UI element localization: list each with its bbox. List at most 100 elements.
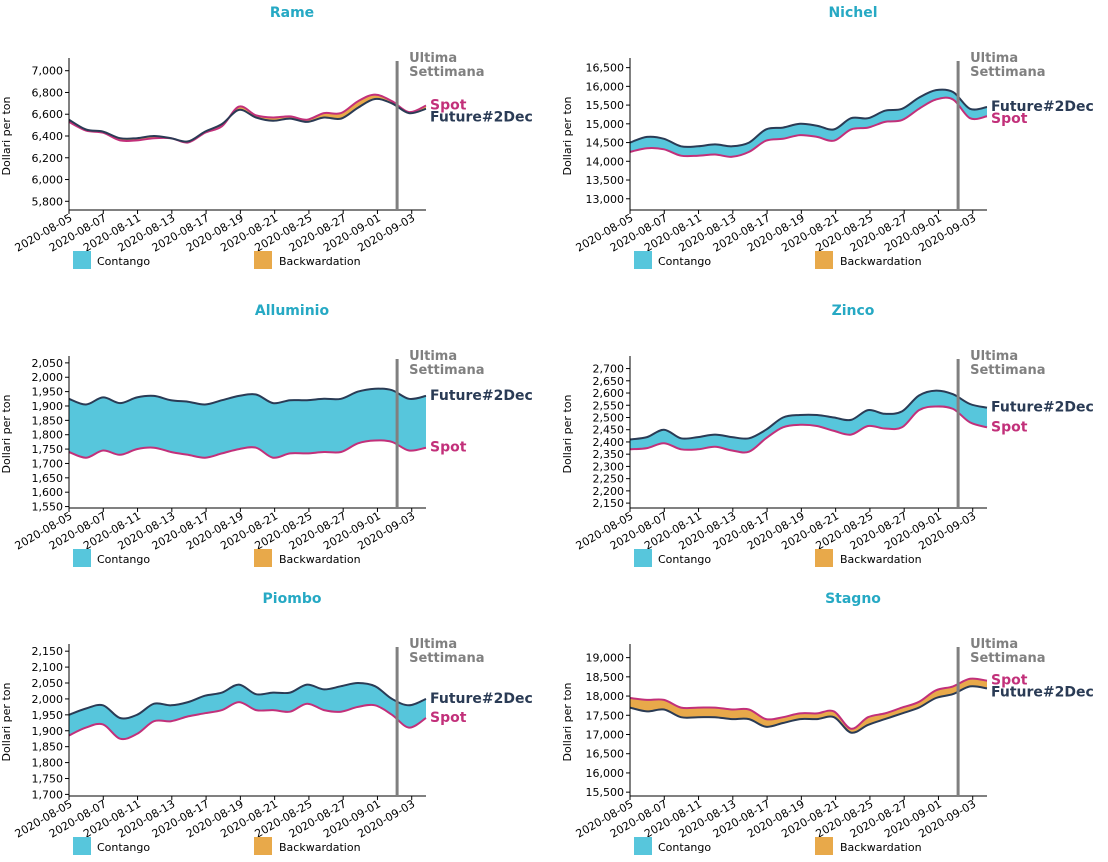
chart-panel-stagno: Stagno Dollari per ton 15,500 16,000 16,500 1… — [561, 591, 1094, 855]
y-axis-label: Dollari per ton — [561, 683, 574, 762]
chart-title: Nichel — [828, 5, 877, 21]
y-tick-label: 2,350 — [593, 448, 625, 461]
y-tick-label: 2,500 — [593, 411, 625, 424]
spot-line — [629, 405, 988, 454]
y-axis-label: Dollari per ton — [0, 97, 13, 176]
y-tick-label: 7,000 — [32, 65, 64, 78]
y-tick-label: 1,550 — [32, 501, 64, 514]
y-tick-label: 2,050 — [32, 677, 64, 690]
y-axis-label: Dollari per ton — [561, 395, 574, 474]
spot-end-label: Spot — [991, 673, 1028, 689]
y-tick-label: 6,200 — [32, 152, 64, 165]
y-tick-label: 16,000 — [586, 80, 625, 93]
y-tick-label: 2,000 — [32, 371, 64, 384]
last-week-label-2: Settimana — [970, 65, 1045, 80]
y-tick-label: 2,050 — [32, 357, 64, 370]
future-line — [68, 387, 427, 406]
legend-contango-label: Contango — [658, 255, 711, 268]
y-tick-label: 1,750 — [32, 772, 64, 785]
legend-backwardation-swatch — [815, 837, 833, 855]
y-tick-label: 2,300 — [593, 460, 625, 473]
chart-title: Stagno — [825, 591, 881, 607]
y-tick-label: 1,800 — [32, 757, 64, 770]
chart-title: Alluminio — [255, 303, 330, 319]
y-tick-label: 19,000 — [586, 652, 625, 665]
legend-contango-swatch — [634, 549, 652, 567]
y-tick-label: 1,900 — [32, 725, 64, 738]
legend-backwardation-label: Backwardation — [840, 841, 922, 854]
spot-end-label: Spot — [430, 440, 467, 456]
y-tick-label: 1,950 — [32, 386, 64, 399]
y-tick-label: 2,650 — [593, 375, 625, 388]
y-tick-label: 2,400 — [593, 436, 625, 449]
spot-end-label: Spot — [430, 710, 467, 726]
legend-contango-label: Contango — [658, 553, 711, 566]
last-week-label-2: Settimana — [970, 363, 1045, 378]
spot-line — [68, 701, 427, 741]
y-tick-label: 1,650 — [32, 472, 64, 485]
spot-line — [68, 93, 427, 144]
legend-contango-label: Contango — [97, 255, 150, 268]
future-end-label: Future#2Dec — [430, 691, 533, 707]
spot-end-label: Spot — [991, 111, 1028, 127]
legend-backwardation-label: Backwardation — [840, 255, 922, 268]
last-week-label-1: Ultima — [409, 637, 457, 652]
y-tick-label: 2,200 — [593, 485, 625, 498]
future-line — [68, 681, 427, 720]
spot-line — [68, 439, 427, 459]
future-line — [629, 88, 988, 148]
y-tick-label: 5,800 — [32, 195, 64, 208]
y-tick-label: 2,700 — [593, 363, 625, 376]
future-line — [68, 97, 427, 143]
y-tick-label: 15,500 — [586, 99, 625, 112]
y-tick-label: 2,000 — [32, 693, 64, 706]
y-tick-label: 17,500 — [586, 709, 625, 722]
future-end-label: Future#2Dec — [991, 99, 1094, 115]
chart-panel-piombo: Piombo Dollari per ton 1,700 1,750 1,800 1,85… — [0, 591, 533, 855]
spot-end-label: Spot — [430, 98, 467, 114]
last-week-label-1: Ultima — [409, 51, 457, 66]
y-axis-label: Dollari per ton — [561, 97, 574, 176]
chart-panel-nichel: Nichel Dollari per ton 13,000 13,500 14,000 1… — [561, 5, 1094, 269]
y-tick-label: 13,500 — [586, 174, 625, 187]
future-end-label: Future#2Dec — [991, 685, 1094, 701]
future-end-label: Future#2Dec — [430, 110, 533, 126]
y-tick-label: 6,400 — [32, 130, 64, 143]
legend-contango-label: Contango — [97, 841, 150, 854]
y-tick-label: 16,500 — [586, 748, 625, 761]
future-line — [629, 685, 988, 734]
legend-backwardation-swatch — [815, 251, 833, 269]
y-tick-label: 1,750 — [32, 443, 64, 456]
legend-contango-swatch — [73, 837, 91, 855]
y-tick-label: 2,100 — [32, 661, 64, 674]
contango-area — [630, 89, 987, 157]
legend-contango-swatch — [634, 837, 652, 855]
y-tick-label: 2,150 — [593, 497, 625, 510]
y-tick-label: 6,800 — [32, 86, 64, 99]
future-end-label: Future#2Dec — [430, 388, 533, 404]
y-tick-label: 1,900 — [32, 400, 64, 413]
y-tick-label: 1,800 — [32, 429, 64, 442]
legend-backwardation-label: Backwardation — [840, 553, 922, 566]
legend-contango-label: Contango — [658, 841, 711, 854]
legend-backwardation-label: Backwardation — [279, 255, 361, 268]
legend-backwardation-swatch — [254, 549, 272, 567]
future-line — [629, 389, 988, 441]
spot-line — [629, 96, 988, 158]
last-week-label-2: Settimana — [970, 651, 1045, 666]
y-tick-label: 1,950 — [32, 709, 64, 722]
chart-title: Piombo — [263, 591, 322, 607]
backwardation-area — [69, 94, 426, 143]
y-tick-label: 2,450 — [593, 424, 625, 437]
future-end-label: Future#2Dec — [991, 400, 1094, 416]
y-tick-label: 1,600 — [32, 486, 64, 499]
y-tick-label: 6,000 — [32, 174, 64, 187]
y-tick-label: 16,000 — [586, 767, 625, 780]
y-axis-label: Dollari per ton — [0, 683, 13, 762]
legend-backwardation-label: Backwardation — [279, 841, 361, 854]
last-week-label-1: Ultima — [970, 51, 1018, 66]
y-tick-label: 1,850 — [32, 414, 64, 427]
y-tick-label: 2,550 — [593, 399, 625, 412]
y-tick-label: 14,000 — [586, 155, 625, 168]
